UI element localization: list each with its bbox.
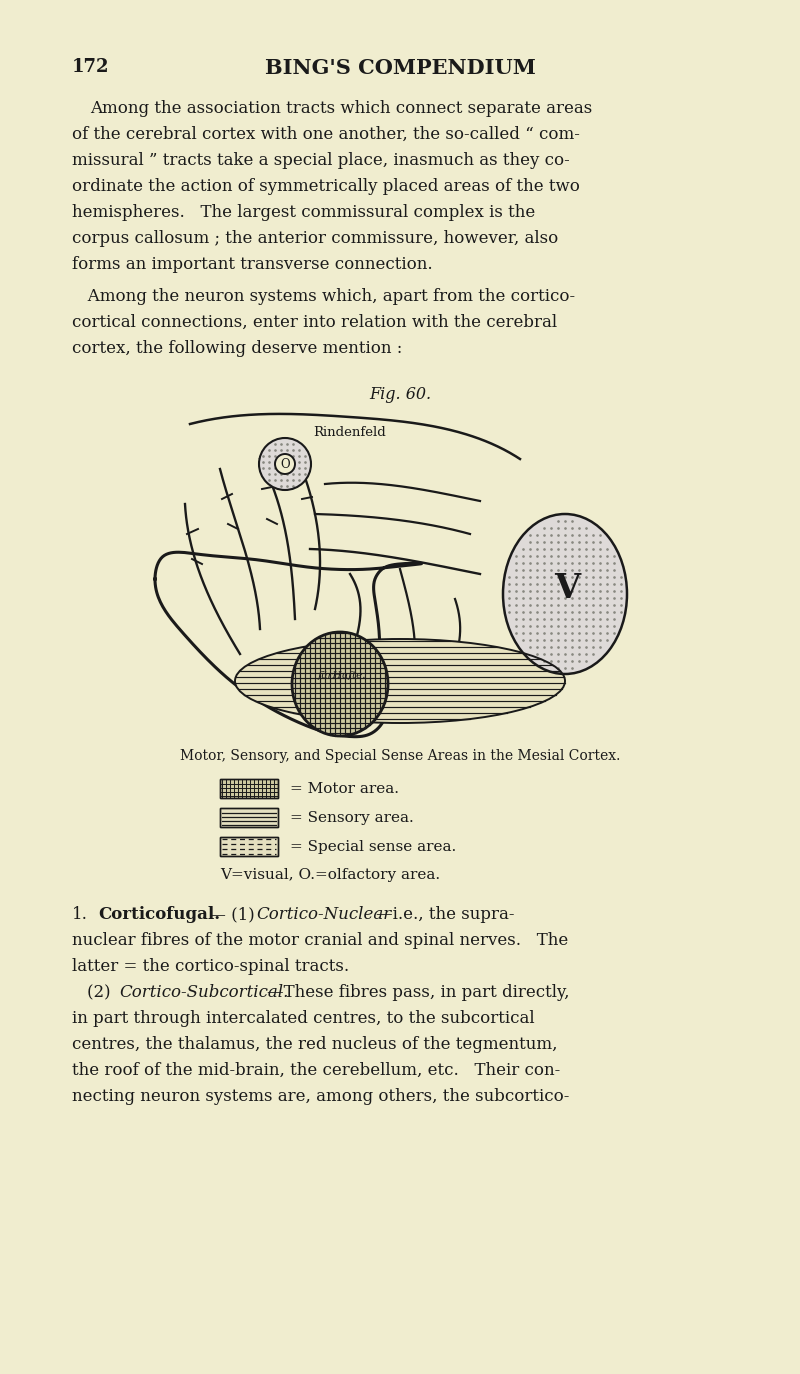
Text: cortical connections, enter into relation with the cerebral: cortical connections, enter into relatio…	[72, 315, 557, 331]
Text: centres, the thalamus, the red nucleus of the tegmentum,: centres, the thalamus, the red nucleus o…	[72, 1036, 558, 1052]
Text: (2): (2)	[87, 984, 116, 1002]
Text: = Special sense area.: = Special sense area.	[290, 840, 456, 855]
Text: Among the association tracts which connect separate areas: Among the association tracts which conne…	[90, 100, 592, 117]
Text: ordinate the action of symmetrically placed areas of the two: ordinate the action of symmetrically pla…	[72, 179, 580, 195]
Text: Fig. 60.: Fig. 60.	[369, 386, 431, 403]
FancyBboxPatch shape	[220, 779, 278, 798]
Text: = Sensory area.: = Sensory area.	[290, 811, 414, 824]
Text: necting neuron systems are, among others, the subcortico-: necting neuron systems are, among others…	[72, 1088, 570, 1105]
Text: missural ” tracts take a special place, inasmuch as they co-: missural ” tracts take a special place, …	[72, 153, 570, 169]
Text: V: V	[554, 573, 580, 606]
FancyBboxPatch shape	[220, 808, 278, 827]
Text: — (1): — (1)	[204, 905, 260, 923]
Text: 1.: 1.	[72, 905, 88, 923]
Text: 172: 172	[72, 58, 110, 76]
FancyBboxPatch shape	[220, 837, 278, 856]
Text: hemispheres.   The largest commissural complex is the: hemispheres. The largest commissural com…	[72, 203, 535, 221]
Text: Motor, Sensory, and Special Sense Areas in the Mesial Cortex.: Motor, Sensory, and Special Sense Areas …	[180, 749, 620, 763]
Text: —i.e., the supra-: —i.e., the supra-	[376, 905, 514, 923]
Text: —These fibres pass, in part directly,: —These fibres pass, in part directly,	[267, 984, 570, 1002]
Text: Corticofugal.: Corticofugal.	[98, 905, 220, 923]
Ellipse shape	[292, 632, 388, 736]
Text: of the cerebral cortex with one another, the so-called “ com-: of the cerebral cortex with one another,…	[72, 126, 580, 143]
Circle shape	[259, 438, 311, 491]
Text: Among the neuron systems which, apart from the cortico-: Among the neuron systems which, apart fr…	[72, 289, 575, 305]
Text: the roof of the mid-brain, the cerebellum, etc.   Their con-: the roof of the mid-brain, the cerebellu…	[72, 1062, 560, 1079]
Ellipse shape	[503, 514, 627, 675]
Text: Rindenfeld: Rindenfeld	[314, 426, 386, 440]
Text: = Motor area.: = Motor area.	[290, 782, 399, 796]
Polygon shape	[155, 552, 422, 736]
Text: Cortico-Nuclear: Cortico-Nuclear	[256, 905, 391, 923]
Circle shape	[275, 453, 295, 474]
Text: nuclear fibres of the motor cranial and spinal nerves.   The: nuclear fibres of the motor cranial and …	[72, 932, 568, 949]
Text: in part through intercalated centres, to the subcortical: in part through intercalated centres, to…	[72, 1010, 534, 1026]
Ellipse shape	[235, 639, 565, 723]
Text: O: O	[280, 458, 290, 470]
Text: cortex, the following deserve mention :: cortex, the following deserve mention :	[72, 339, 402, 357]
Text: fürHufte.: fürHufte.	[318, 672, 366, 680]
Text: forms an important transverse connection.: forms an important transverse connection…	[72, 256, 433, 273]
Text: corpus callosum ; the anterior commissure, however, also: corpus callosum ; the anterior commissur…	[72, 229, 558, 247]
Text: V=visual, O.=olfactory area.: V=visual, O.=olfactory area.	[220, 868, 440, 882]
Text: latter = the cortico-spinal tracts.: latter = the cortico-spinal tracts.	[72, 958, 349, 976]
Text: BING'S COMPENDIUM: BING'S COMPENDIUM	[265, 58, 535, 78]
Text: Cortico-Subcortical.: Cortico-Subcortical.	[119, 984, 288, 1002]
